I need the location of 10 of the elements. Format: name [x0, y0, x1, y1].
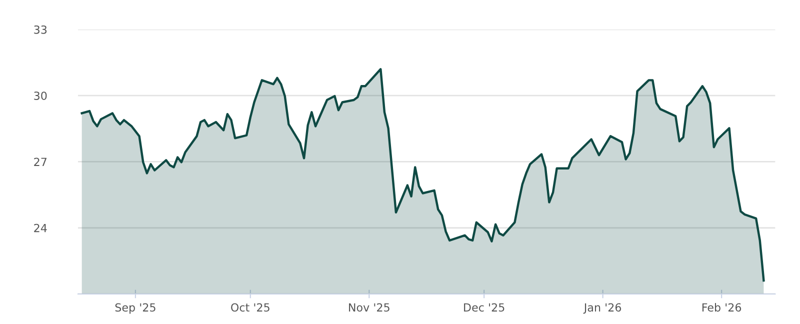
y-tick-label: 30 [34, 92, 47, 100]
y-tick-label: 24 [34, 224, 47, 232]
x-tick-label: Oct '25 [231, 303, 270, 312]
y-tick-label: 27 [34, 158, 46, 166]
x-tick-label: Nov '25 [349, 303, 390, 312]
x-tick-label: Feb '26 [702, 303, 742, 312]
x-tick-label: Jan '26 [583, 303, 622, 314]
x-tick-label: Dec '25 [464, 303, 504, 312]
x-tick-label: Sep '25 [115, 303, 156, 314]
y-tick-label: 33 [34, 25, 47, 34]
